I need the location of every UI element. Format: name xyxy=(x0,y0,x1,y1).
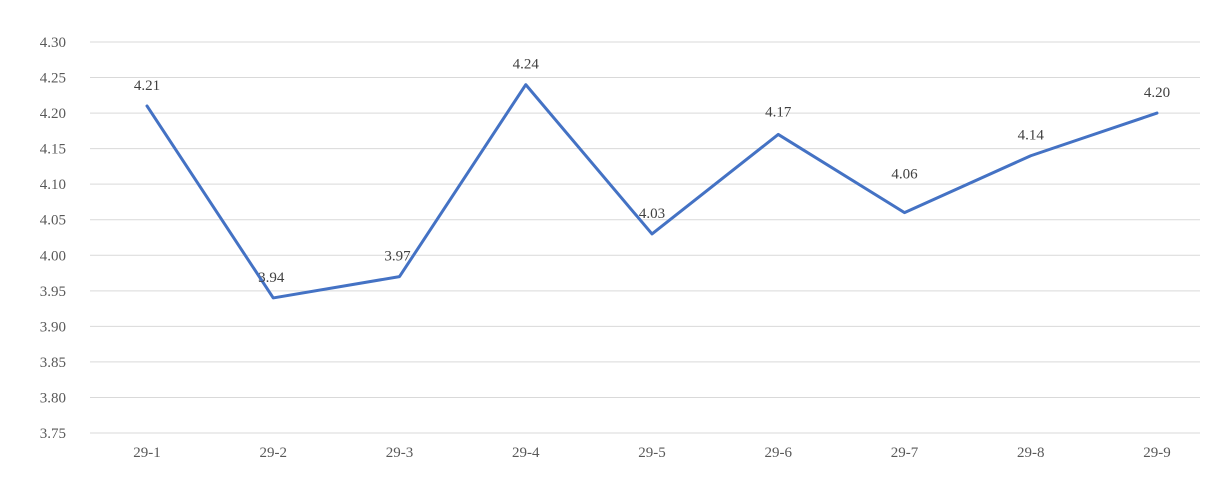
data-label: 4.20 xyxy=(1144,85,1170,101)
y-tick-label: 3.90 xyxy=(40,319,66,335)
data-label: 4.21 xyxy=(134,78,160,94)
x-tick-label: 29-8 xyxy=(1017,445,1045,461)
y-tick-label: 3.75 xyxy=(40,426,66,442)
x-tick-label: 29-7 xyxy=(891,445,919,461)
gridlines xyxy=(90,41,1200,434)
data-label: 4.14 xyxy=(1018,128,1045,144)
data-label: 4.06 xyxy=(891,167,918,183)
x-axis-ticks: 29-1 29-2 29-3 29-4 29-5 29-6 29-7 29-8 29-9 xyxy=(133,445,1171,461)
y-tick-label: 3.95 xyxy=(40,284,66,300)
x-tick-label: 29-9 xyxy=(1143,445,1171,461)
y-tick-label: 4.00 xyxy=(40,248,66,264)
data-label: 4.24 xyxy=(513,57,540,73)
y-tick-label: 4.05 xyxy=(40,213,66,229)
series-line xyxy=(145,83,1159,300)
y-tick-label: 3.85 xyxy=(40,355,66,371)
y-axis-ticks: 4.30 4.25 4.20 4.15 4.10 4.05 4.00 3.95 3.90 3.85… xyxy=(40,35,66,442)
x-tick-label: 29-3 xyxy=(386,445,414,461)
y-tick-label: 3.80 xyxy=(40,390,66,406)
series-layer xyxy=(145,83,1159,300)
data-label: 3.94 xyxy=(258,270,285,286)
x-tick-label: 29-5 xyxy=(638,445,666,461)
y-tick-label: 4.30 xyxy=(40,35,66,51)
y-tick-label: 4.20 xyxy=(40,106,66,122)
y-tick-label: 4.15 xyxy=(40,142,66,158)
data-label: 4.03 xyxy=(639,206,665,222)
data-labels: 4.21 3.94 3.97 4.24 4.03 4.17 4.06 4.14 4.20 xyxy=(134,57,1170,286)
y-tick-label: 4.10 xyxy=(40,177,66,193)
x-tick-label: 29-4 xyxy=(512,445,540,461)
x-tick-label: 29-2 xyxy=(260,445,288,461)
data-label: 3.97 xyxy=(384,249,411,265)
x-tick-label: 29-6 xyxy=(765,445,793,461)
y-tick-label: 4.25 xyxy=(40,71,66,87)
data-label: 4.17 xyxy=(765,104,792,120)
x-tick-label: 29-1 xyxy=(133,445,161,461)
